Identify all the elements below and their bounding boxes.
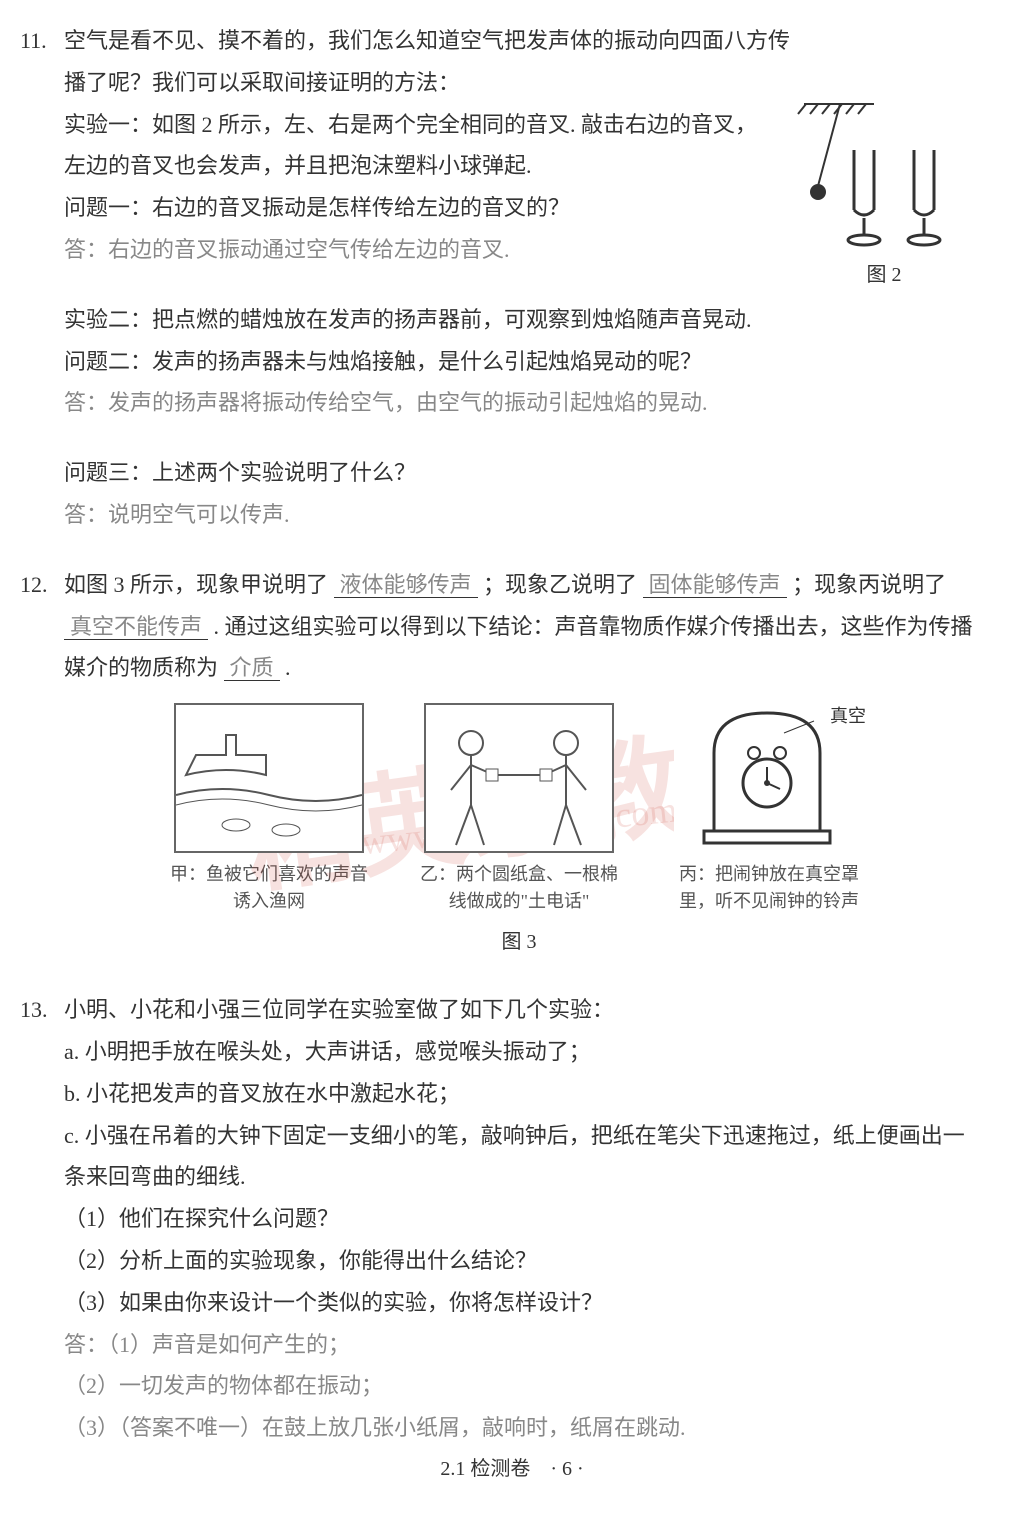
q11-a3: 说明空气可以传声.: [108, 502, 290, 527]
q13-body: 小明、小花和小强三位同学在实验室做了如下几个实验： a. 小明把手放在喉头处，大…: [64, 989, 974, 1449]
question-12: 12. 如图 3 所示，现象甲说明了 液体能够传声 ；现象乙说明了 固体能够传声…: [20, 564, 974, 961]
q11-intro: 空气是看不见、摸不着的，我们怎么知道空气把发声体的振动向四面八方传播了呢？我们可…: [64, 20, 974, 104]
fig2-label: 图 2: [794, 256, 974, 294]
q13-p3: （3）如果由你来设计一个类似的实验，你将怎样设计？: [64, 1282, 974, 1324]
fig3-img-b: [424, 703, 614, 853]
fig3-img-c: 真空: [674, 703, 864, 853]
question-13: 13. 小明、小花和小强三位同学在实验室做了如下几个实验： a. 小明把手放在喉…: [20, 989, 974, 1449]
q13-a: a. 小明把手放在喉头处，大声讲话，感觉喉头振动了；: [64, 1031, 974, 1073]
fig3-item-a: 甲：鱼被它们喜欢的声音诱入渔网: [164, 703, 374, 915]
q13-c: c. 小强在吊着的大钟下固定一支细小的笔，敲响钟后，把纸在笔尖下迅速拖过，纸上便…: [64, 1115, 974, 1199]
question-11: 11. 空气是看不见、摸不着的，我们怎么知道空气把发声体的振动向四面八方传播了呢…: [20, 20, 974, 536]
q11-number: 11.: [20, 20, 47, 62]
fig3-c-label: 真空: [830, 699, 866, 733]
boat-fish-icon: [176, 705, 362, 851]
figure-3-row: 精英家教网 www.1010jiajiao.com 甲：鱼被它们喜欢的声音诱入渔…: [64, 703, 974, 915]
q11-a2-label: 答：: [64, 390, 108, 415]
q11-p3: 问题三：上述两个实验说明了什么？: [64, 452, 974, 494]
q12-b2: 固体能够传声: [643, 572, 787, 598]
q13-a2: （2）一切发声的物体都在振动；: [64, 1365, 974, 1407]
q12-t3: ；现象丙说明了: [792, 572, 946, 597]
q11-a1-label: 答：: [64, 237, 108, 262]
figure-2: 图 2: [794, 100, 974, 294]
q12-t2: ；现象乙说明了: [483, 572, 637, 597]
q13-number: 13.: [20, 989, 48, 1031]
cup-phone-icon: [426, 705, 612, 851]
fig3-cap-a: 甲：鱼被它们喜欢的声音诱入渔网: [164, 861, 374, 915]
q11-p2: 问题二：发声的扬声器未与烛焰接触，是什么引起烛焰晃动的呢？: [64, 341, 974, 383]
q11-a3-label: 答：: [64, 502, 108, 527]
q12-b1: 液体能够传声: [334, 572, 478, 598]
q13-ans1-row: 答：（1）声音是如何产生的；: [64, 1324, 974, 1366]
fig3-item-c: 真空 丙：把闹钟放在真空罩里，听不见闹钟的铃声: [664, 703, 874, 915]
q13-intro: 小明、小花和小强三位同学在实验室做了如下几个实验：: [64, 989, 974, 1031]
q12-number: 12.: [20, 564, 48, 606]
q11-a1: 右边的音叉振动通过空气传给左边的音叉.: [108, 237, 510, 262]
fig3-cap-b: 乙：两个圆纸盒、一根棉线做成的"土电话": [414, 861, 624, 915]
q12-t5: .: [285, 655, 291, 680]
fig3-label: 图 3: [64, 923, 974, 961]
q13-a1: （1）声音是如何产生的；: [108, 1332, 350, 1357]
fig3-cap-c: 丙：把闹钟放在真空罩里，听不见闹钟的铃声: [664, 861, 874, 915]
q13-p2: （2）分析上面的实验现象，你能得出什么结论？: [64, 1240, 974, 1282]
tuning-fork-icon: [794, 100, 964, 250]
page-footer: 2.1 检测卷 · 6 ·: [0, 1450, 1024, 1488]
q12-b4: 介质: [224, 655, 280, 681]
q13-b: b. 小花把发声的音叉放在水中激起水花；: [64, 1073, 974, 1115]
fig3-item-b: 乙：两个圆纸盒、一根棉线做成的"土电话": [414, 703, 624, 915]
fig3-img-a: [174, 703, 364, 853]
q11-a2-row: 答：发声的扬声器将振动传给空气，由空气的振动引起烛焰的晃动.: [64, 382, 974, 424]
q12-body: 如图 3 所示，现象甲说明了 液体能够传声 ；现象乙说明了 固体能够传声 ；现象…: [64, 564, 974, 961]
q13-ans-label: 答：: [64, 1332, 108, 1357]
q12-b3: 真空不能传声: [64, 614, 208, 640]
q11-a3-row: 答：说明空气可以传声.: [64, 494, 974, 536]
q12-t1: 如图 3 所示，现象甲说明了: [64, 572, 328, 597]
q11-exp2: 实验二：把点燃的蜡烛放在发声的扬声器前，可观察到烛焰随声音晃动.: [64, 299, 974, 341]
q11-a2: 发声的扬声器将振动传给空气，由空气的振动引起烛焰的晃动.: [108, 390, 708, 415]
q13-p1: （1）他们在探究什么问题？: [64, 1198, 974, 1240]
q13-a3: （3）（答案不唯一）在鼓上放几张小纸屑，敲响时，纸屑在跳动.: [64, 1407, 974, 1449]
